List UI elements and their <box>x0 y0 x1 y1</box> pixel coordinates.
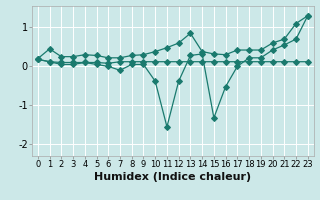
X-axis label: Humidex (Indice chaleur): Humidex (Indice chaleur) <box>94 172 252 182</box>
